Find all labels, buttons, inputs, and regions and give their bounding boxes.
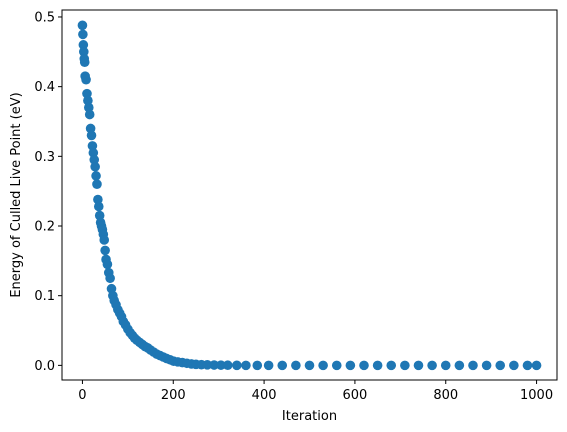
data-point bbox=[252, 360, 263, 371]
data-point bbox=[413, 360, 424, 371]
data-point bbox=[481, 360, 492, 371]
x-tick-label: 0 bbox=[78, 388, 86, 403]
data-point bbox=[92, 179, 102, 189]
data-point bbox=[86, 130, 97, 141]
data-point bbox=[400, 360, 410, 371]
data-point bbox=[87, 141, 98, 151]
y-tick-label: 0.4 bbox=[34, 80, 55, 95]
x-tick-label: 200 bbox=[161, 388, 186, 403]
plot-background bbox=[62, 10, 557, 380]
data-point bbox=[331, 360, 342, 371]
data-point bbox=[93, 194, 103, 205]
y-axis-ticks: 0.0 0.1 0.2 0.3 0.4 0.5 bbox=[34, 10, 62, 374]
x-tick-label: 600 bbox=[342, 388, 367, 403]
data-point bbox=[509, 360, 519, 371]
data-point bbox=[304, 360, 315, 371]
y-tick-label: 0.3 bbox=[34, 150, 55, 165]
data-point bbox=[495, 360, 506, 371]
data-point bbox=[427, 360, 437, 371]
data-point bbox=[345, 360, 356, 371]
y-tick-label: 0.1 bbox=[34, 289, 55, 304]
data-point bbox=[78, 29, 88, 40]
data-point bbox=[386, 360, 397, 371]
data-point bbox=[79, 57, 90, 68]
y-tick-label: 0.0 bbox=[34, 359, 55, 374]
data-point bbox=[99, 235, 110, 245]
data-point bbox=[277, 360, 288, 371]
data-point bbox=[83, 102, 94, 113]
data-point bbox=[202, 360, 213, 370]
data-point bbox=[318, 360, 328, 371]
data-point bbox=[263, 360, 274, 371]
data-point bbox=[90, 161, 100, 172]
x-tick-label: 1000 bbox=[520, 388, 553, 403]
x-tick-label: 400 bbox=[252, 388, 277, 403]
y-tick-label: 0.5 bbox=[34, 10, 55, 25]
data-point bbox=[241, 360, 251, 371]
data-point bbox=[102, 259, 113, 270]
data-point bbox=[81, 74, 91, 85]
data-point bbox=[100, 245, 110, 256]
data-point bbox=[372, 360, 383, 371]
data-point bbox=[454, 360, 465, 371]
data-point bbox=[91, 171, 101, 181]
data-point bbox=[522, 360, 533, 371]
data-point bbox=[88, 148, 99, 158]
data-point bbox=[232, 360, 242, 371]
x-tick-label: 800 bbox=[433, 388, 458, 403]
data-point bbox=[216, 360, 226, 370]
data-points bbox=[77, 20, 542, 371]
data-point bbox=[359, 360, 369, 371]
x-axis-ticks: 0 200 400 600 800 1000 bbox=[78, 380, 553, 403]
x-axis-label: Iteration bbox=[282, 409, 337, 424]
data-point bbox=[79, 47, 89, 57]
data-point bbox=[531, 360, 542, 371]
data-point bbox=[84, 109, 95, 120]
data-point bbox=[93, 201, 104, 212]
y-tick-label: 0.2 bbox=[34, 220, 55, 235]
data-point bbox=[222, 360, 233, 371]
data-point bbox=[78, 40, 89, 50]
y-axis-label: Energy of Culled Live Point (eV) bbox=[9, 92, 24, 297]
data-point bbox=[83, 95, 93, 106]
plot-frame bbox=[61, 9, 558, 381]
data-point bbox=[468, 360, 478, 371]
data-point bbox=[77, 20, 88, 31]
data-point bbox=[291, 360, 301, 371]
data-point bbox=[209, 360, 219, 370]
data-point bbox=[105, 273, 115, 284]
data-point bbox=[440, 360, 451, 371]
data-point bbox=[89, 155, 100, 165]
